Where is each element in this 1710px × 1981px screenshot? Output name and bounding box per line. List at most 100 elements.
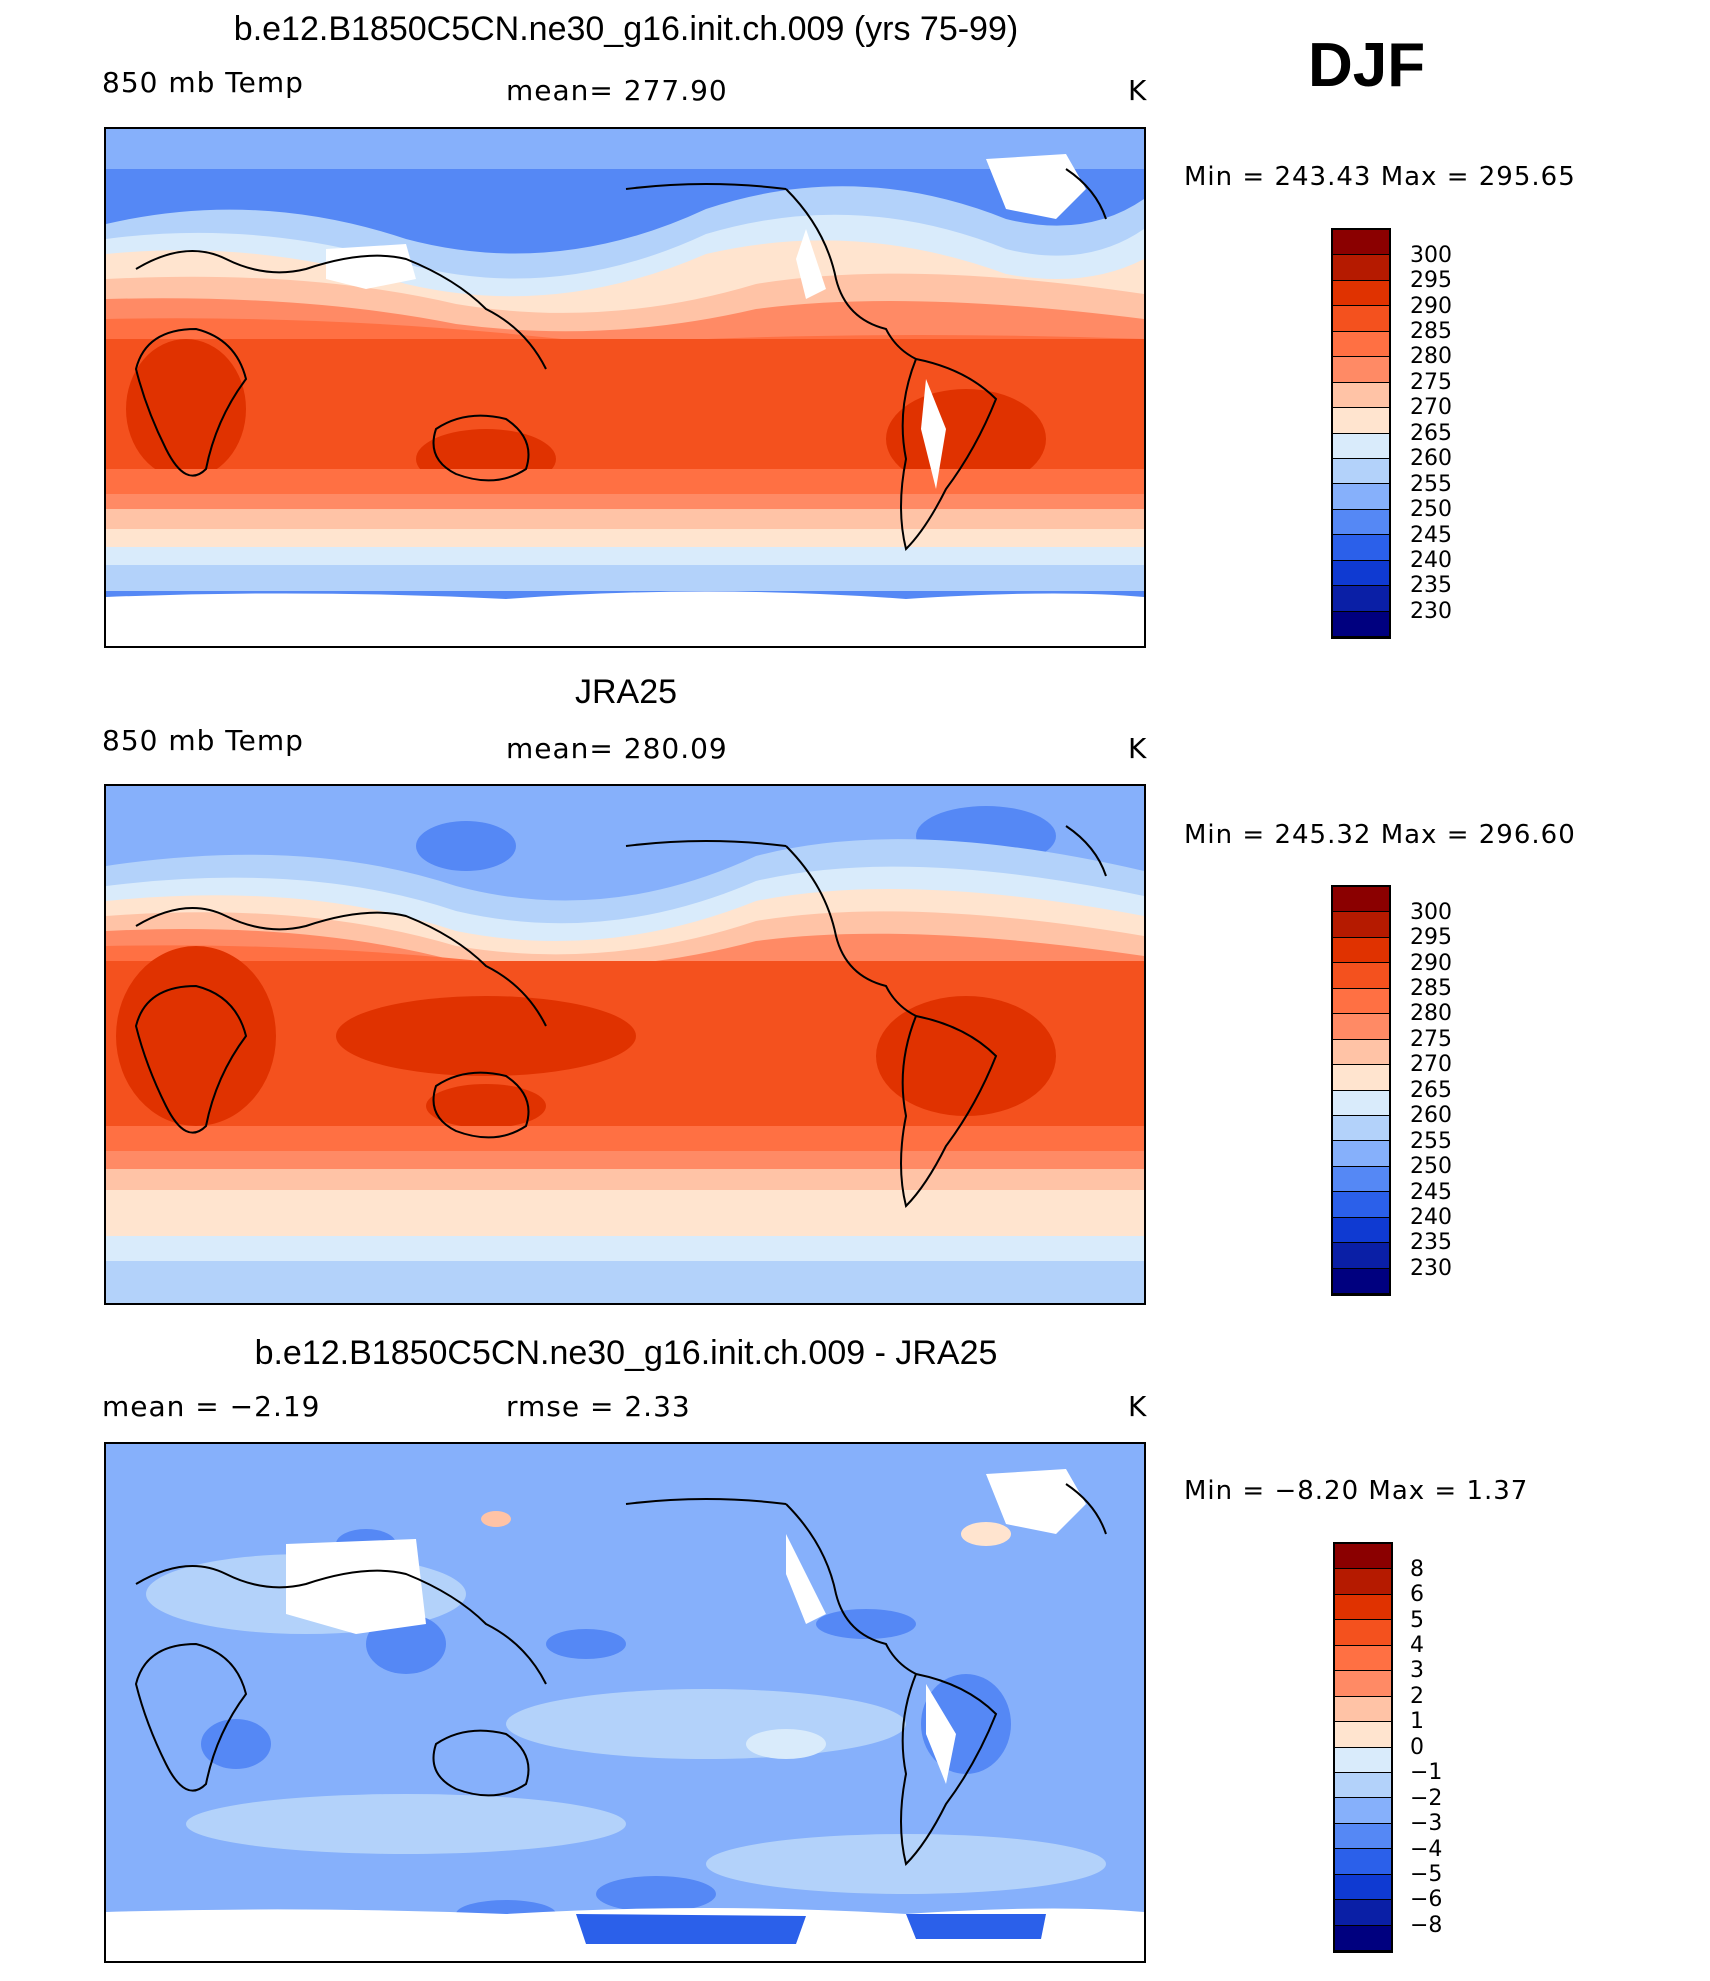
colorbar-label: 280: [1410, 344, 1452, 370]
panel1-colorbar: [1331, 228, 1391, 639]
colorbar-label: 270: [1410, 395, 1452, 421]
colorbar-label: 295: [1410, 268, 1452, 294]
colorbar-swatch: [1333, 433, 1389, 459]
panel1-units: K: [1128, 74, 1148, 107]
colorbar-swatch: [1335, 1747, 1391, 1773]
season-label: DJF: [1308, 31, 1426, 100]
colorbar-swatch: [1333, 1014, 1389, 1040]
colorbar-swatch: [1333, 1217, 1389, 1244]
colorbar-swatch: [1335, 1594, 1391, 1621]
panel2-mean-label: mean= 280.09: [506, 732, 728, 765]
colorbar-swatch: [1333, 280, 1389, 307]
colorbar-swatch: [1333, 255, 1389, 281]
colorbar-swatch: [1333, 963, 1389, 989]
colorbar-label: 1: [1410, 1709, 1424, 1735]
panel3-colorbar: [1333, 1542, 1393, 1953]
colorbar-swatch: [1333, 1115, 1389, 1142]
colorbar-label: 290: [1410, 950, 1452, 976]
colorbar-label: 3: [1410, 1658, 1424, 1684]
colorbar-swatch: [1335, 1645, 1391, 1672]
colorbar-swatch: [1333, 887, 1389, 913]
panel3-title: b.e12.B1850C5CN.ne30_g16.init.ch.009 - J…: [254, 1334, 998, 1372]
colorbar-swatch: [1333, 912, 1389, 938]
colorbar-label: 275: [1410, 1026, 1452, 1052]
colorbar-swatch: [1335, 1722, 1391, 1748]
colorbar-swatch: [1333, 458, 1389, 485]
colorbar-label: 270: [1410, 1052, 1452, 1078]
panel3-units: K: [1128, 1390, 1148, 1423]
colorbar-label: −5: [1410, 1861, 1443, 1887]
colorbar-label: −2: [1410, 1785, 1443, 1811]
colorbar-swatch: [1333, 306, 1389, 332]
panel2-units: K: [1128, 732, 1148, 765]
colorbar-label: −8: [1410, 1912, 1443, 1938]
colorbar-swatch: [1333, 1268, 1389, 1294]
colorbar-label: 285: [1410, 976, 1452, 1002]
panel2-minmax: Min = 245.32 Max = 296.60: [1184, 820, 1576, 850]
colorbar-swatch: [1335, 1671, 1391, 1697]
colorbar-swatch: [1333, 937, 1389, 964]
colorbar-label: 230: [1410, 598, 1452, 624]
colorbar-label: −6: [1410, 1887, 1443, 1913]
colorbar-label: 255: [1410, 471, 1452, 497]
panel1-map: [104, 127, 1146, 648]
colorbar-swatch: [1333, 560, 1389, 587]
colorbar-label: 5: [1410, 1607, 1424, 1633]
colorbar-label: 260: [1410, 1103, 1452, 1129]
colorbar-label: 8: [1410, 1556, 1424, 1582]
colorbar-label: 2: [1410, 1683, 1424, 1709]
colorbar-label: 280: [1410, 1001, 1452, 1027]
panel1-left-label: 850 mb Temp: [102, 66, 304, 99]
colorbar-swatch: [1335, 1798, 1391, 1824]
colorbar-label: 250: [1410, 1154, 1452, 1180]
colorbar-swatch: [1335, 1900, 1391, 1926]
colorbar-swatch: [1333, 1166, 1389, 1193]
colorbar-label: 245: [1410, 1179, 1452, 1205]
colorbar-label: 255: [1410, 1128, 1452, 1154]
colorbar-swatch: [1333, 509, 1389, 536]
colorbar-swatch: [1335, 1772, 1391, 1799]
colorbar-label: 300: [1410, 242, 1452, 268]
panel3-minmax: Min = −8.20 Max = 1.37: [1184, 1476, 1529, 1506]
colorbar-swatch: [1335, 1696, 1391, 1723]
colorbar-swatch: [1335, 1569, 1391, 1595]
colorbar-swatch: [1333, 230, 1389, 256]
colorbar-label: 4: [1410, 1633, 1424, 1659]
colorbar-swatch: [1333, 1039, 1389, 1066]
colorbar-swatch: [1333, 1192, 1389, 1218]
colorbar-label: 230: [1410, 1255, 1452, 1281]
colorbar-swatch: [1335, 1544, 1391, 1570]
panel3-rmse-label: rmse = 2.33: [506, 1390, 691, 1423]
panel2-left-label: 850 mb Temp: [102, 724, 304, 757]
colorbar-label: 250: [1410, 497, 1452, 523]
colorbar-swatch: [1333, 331, 1389, 358]
colorbar-label: 235: [1410, 1230, 1452, 1256]
panel1-minmax: Min = 243.43 Max = 295.65: [1184, 162, 1576, 192]
colorbar-swatch: [1333, 611, 1389, 637]
colorbar-label: 285: [1410, 319, 1452, 345]
colorbar-swatch: [1333, 1065, 1389, 1091]
colorbar-swatch: [1335, 1849, 1391, 1875]
colorbar-swatch: [1333, 988, 1389, 1015]
colorbar-swatch: [1333, 1090, 1389, 1116]
colorbar-swatch: [1333, 586, 1389, 612]
panel3-left-label: mean = −2.19: [102, 1390, 321, 1423]
colorbar-swatch: [1335, 1620, 1391, 1646]
panel1-title: b.e12.B1850C5CN.ne30_g16.init.ch.009 (yr…: [233, 10, 1019, 48]
colorbar-swatch: [1333, 1141, 1389, 1167]
colorbar-swatch: [1333, 535, 1389, 561]
colorbar-label: 265: [1410, 420, 1452, 446]
colorbar-swatch: [1333, 408, 1389, 434]
panel2-map: [104, 784, 1146, 1305]
colorbar-label: −4: [1410, 1836, 1443, 1862]
colorbar-label: 265: [1410, 1077, 1452, 1103]
colorbar-label: −3: [1410, 1811, 1443, 1837]
colorbar-label: 235: [1410, 573, 1452, 599]
colorbar-label: 295: [1410, 925, 1452, 951]
colorbar-label: 240: [1410, 547, 1452, 573]
colorbar-swatch: [1333, 382, 1389, 409]
colorbar-label: 245: [1410, 522, 1452, 548]
colorbar-swatch: [1333, 1243, 1389, 1269]
colorbar-label: −1: [1410, 1760, 1443, 1786]
colorbar-swatch: [1335, 1874, 1391, 1901]
